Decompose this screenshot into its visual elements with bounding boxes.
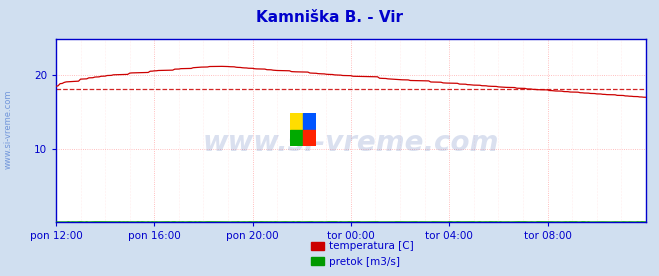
Bar (290, 130, 303, 146)
Bar (290, 113, 303, 130)
Bar (303, 130, 316, 146)
Legend: temperatura [C], pretok [m3/s]: temperatura [C], pretok [m3/s] (307, 237, 418, 271)
Bar (303, 113, 316, 130)
Text: www.si-vreme.com: www.si-vreme.com (3, 90, 13, 169)
Text: Kamniška B. - Vir: Kamniška B. - Vir (256, 10, 403, 25)
Text: www.si-vreme.com: www.si-vreme.com (203, 129, 499, 157)
